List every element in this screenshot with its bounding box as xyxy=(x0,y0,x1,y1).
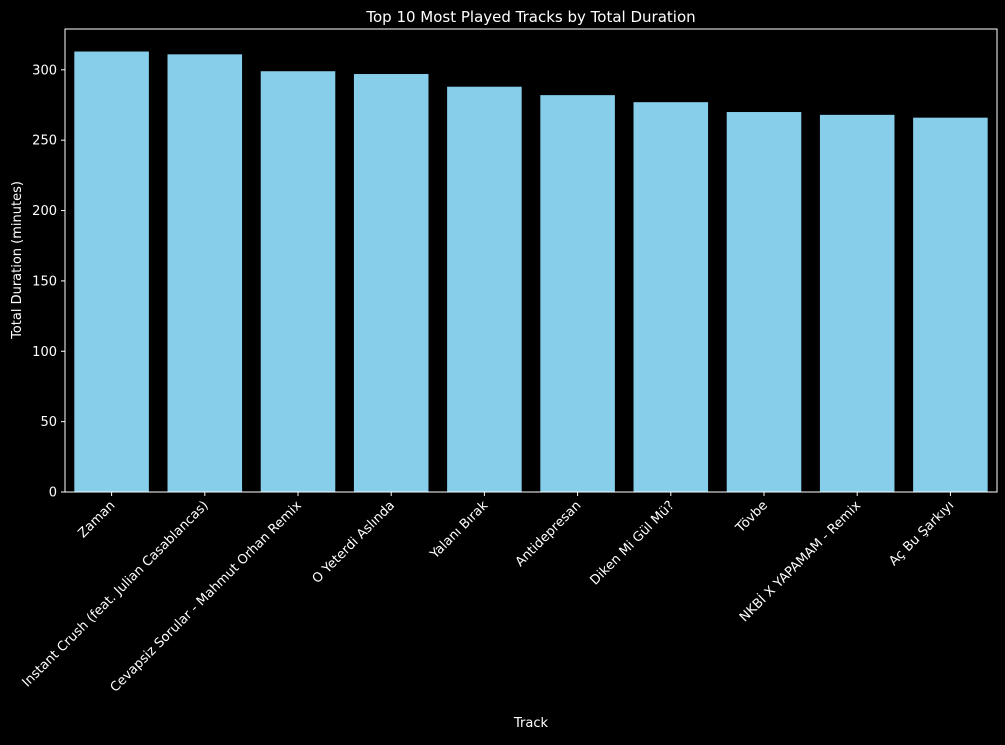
axes-layer xyxy=(64,28,998,493)
bar-1 xyxy=(167,54,243,492)
x-tick-label: Cevapsiz Sorular - Mahmut Orhan Remix xyxy=(108,498,305,695)
y-tick-label: 200 xyxy=(32,204,57,219)
y-axis-label: Total Duration (minutes) xyxy=(10,181,25,340)
bar-7 xyxy=(726,112,802,492)
bar-5 xyxy=(540,95,615,492)
y-tick-label: 100 xyxy=(32,345,57,360)
chart-title: Top 10 Most Played Tracks by Total Durat… xyxy=(365,8,695,26)
y-ticks-layer: 0 50 100 150 200 250 300 xyxy=(32,63,65,501)
x-tick-label: O Yeterdi Aslında xyxy=(310,498,398,586)
bar-6 xyxy=(633,102,709,493)
bar-9 xyxy=(913,117,988,492)
y-tick-label: 150 xyxy=(32,274,57,289)
y-tick-label: 250 xyxy=(32,134,57,149)
x-tick-label: Tövbe xyxy=(733,498,771,536)
x-axis-label: Track xyxy=(513,716,548,731)
bar-2 xyxy=(260,71,336,492)
x-tick-label: Yalanı Bırak xyxy=(427,498,492,563)
x-tick-label: Diken Mi Gül Mü? xyxy=(588,498,678,588)
plot-frame xyxy=(64,28,998,493)
bar-4 xyxy=(447,86,522,492)
bar-3 xyxy=(353,74,429,492)
x-tick-label: Aç Bu Şarkıyı xyxy=(886,498,957,569)
bar-0 xyxy=(74,51,149,493)
x-tick-label: Antidepresan xyxy=(513,498,585,570)
x-tick-label: Zaman xyxy=(75,498,118,541)
y-tick-label: 300 xyxy=(32,63,57,78)
x-tick-label: Instant Crush (feat. Julian Casablancas) xyxy=(20,498,212,690)
y-tick-label: 0 xyxy=(49,486,57,501)
y-tick-label: 50 xyxy=(40,415,57,430)
bars-layer xyxy=(74,51,988,493)
bar-8 xyxy=(819,114,895,492)
